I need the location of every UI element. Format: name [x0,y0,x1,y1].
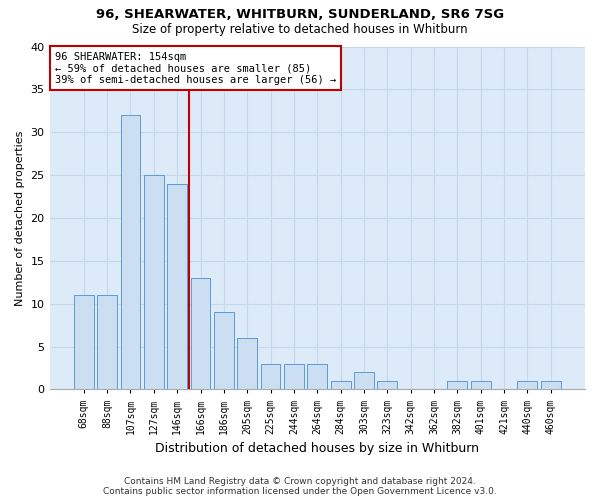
Bar [214,312,234,390]
Y-axis label: Number of detached properties: Number of detached properties [15,130,25,306]
Bar [260,364,280,390]
Bar [471,381,491,390]
Bar [97,295,117,390]
Bar [74,295,94,390]
Bar [167,184,187,390]
Bar [377,381,397,390]
Bar [121,115,140,390]
Bar [307,364,327,390]
Bar [238,338,257,390]
Bar [331,381,350,390]
Bar [191,278,211,390]
Bar [144,175,164,390]
Bar [448,381,467,390]
Bar [284,364,304,390]
Text: 96, SHEARWATER, WHITBURN, SUNDERLAND, SR6 7SG: 96, SHEARWATER, WHITBURN, SUNDERLAND, SR… [96,8,504,20]
Text: 96 SHEARWATER: 154sqm
← 59% of detached houses are smaller (85)
39% of semi-deta: 96 SHEARWATER: 154sqm ← 59% of detached … [55,52,336,85]
Bar [354,372,374,390]
Bar [541,381,560,390]
X-axis label: Distribution of detached houses by size in Whitburn: Distribution of detached houses by size … [155,442,479,455]
Text: Size of property relative to detached houses in Whitburn: Size of property relative to detached ho… [132,22,468,36]
Bar [517,381,538,390]
Text: Contains HM Land Registry data © Crown copyright and database right 2024.
Contai: Contains HM Land Registry data © Crown c… [103,476,497,496]
